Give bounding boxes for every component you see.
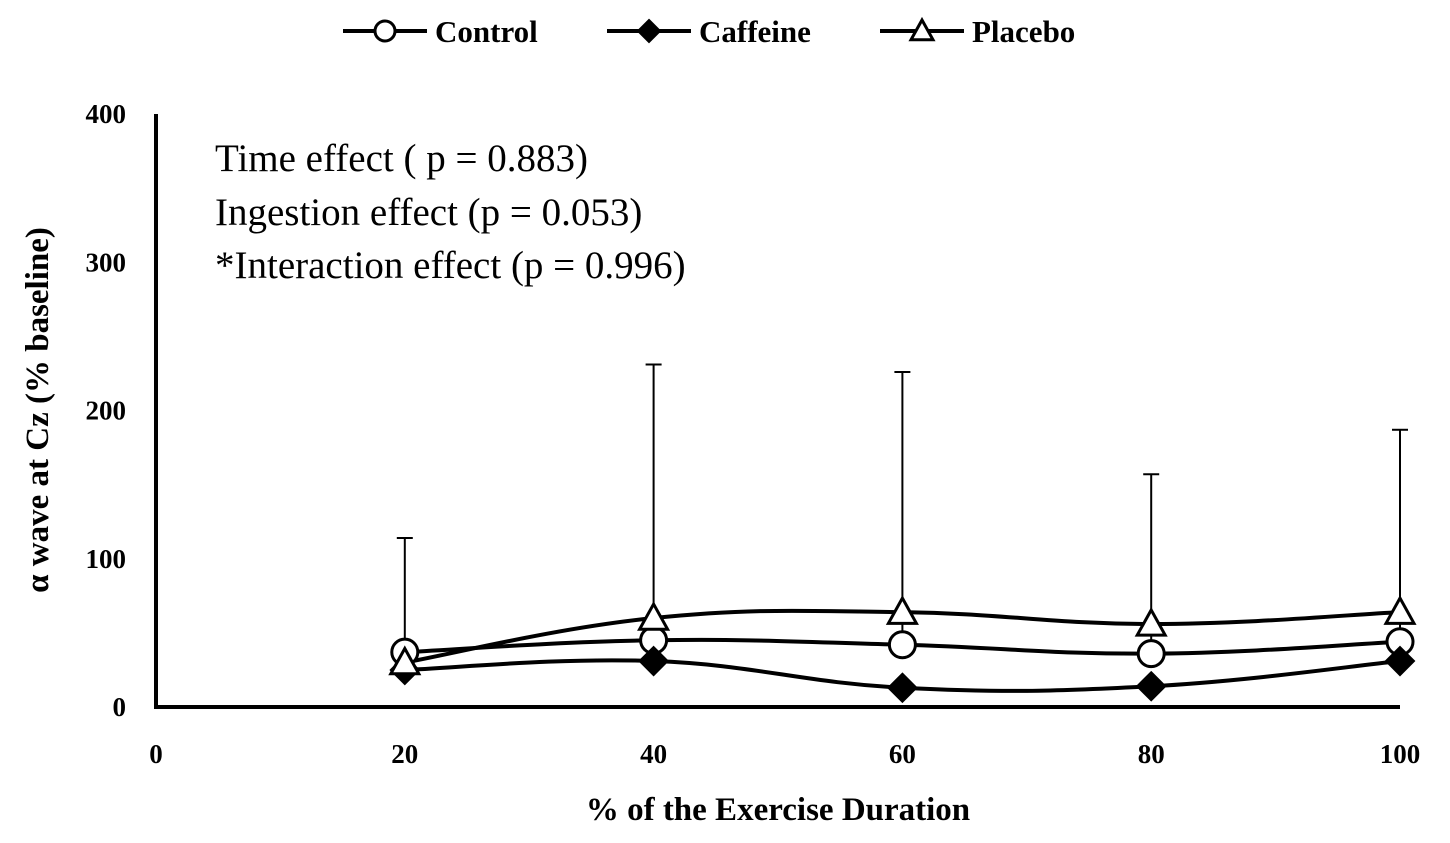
annotation-ingestion-effect: Ingestion effect (p = 0.053) [215, 191, 642, 234]
data-point-placebo [388, 645, 422, 676]
series-markers [388, 595, 1417, 704]
y-axis-label: α wave at Cz (% baseline) [20, 227, 56, 593]
x-tick-label: 40 [640, 739, 667, 769]
data-point-caffeine [886, 672, 918, 704]
data-point-caffeine [1135, 670, 1167, 702]
annotation-time-effect: Time effect ( p = 0.883) [215, 137, 588, 180]
data-point-placebo [637, 600, 671, 631]
x-tick-label: 100 [1380, 739, 1421, 769]
legend-marker-caffeine [636, 18, 662, 44]
y-tick-label: 400 [86, 99, 127, 129]
data-point-caffeine [1384, 645, 1416, 677]
x-tick-label: 60 [889, 739, 916, 769]
legend-marker-placebo [908, 16, 936, 42]
annotations: Time effect ( p = 0.883) Ingestion effec… [215, 137, 686, 287]
y-tick-label: 300 [86, 247, 127, 277]
legend-label-control: Control [435, 14, 538, 49]
y-tick-label: 200 [86, 396, 127, 426]
y-tick-label: 100 [86, 544, 127, 574]
data-point-control [887, 630, 917, 660]
data-point-placebo [885, 595, 919, 625]
x-axis-label: % of the Exercise Duration [586, 792, 970, 828]
legend-label-caffeine: Caffeine [699, 14, 811, 49]
data-point-caffeine [638, 645, 670, 677]
data-point-control [1136, 639, 1166, 669]
annotation-interaction-effect: *Interaction effect (p = 0.996) [215, 244, 686, 287]
y-tick-label: 0 [113, 692, 127, 722]
data-point-placebo [1383, 595, 1417, 625]
data-point-placebo [1134, 606, 1168, 637]
x-tick-label: 80 [1138, 739, 1165, 769]
legend-marker-control [373, 19, 397, 43]
axes: 0 100 200 300 400 0 20 40 60 80 100 [86, 99, 1421, 769]
x-tick-label: 20 [391, 739, 418, 769]
x-tick-label: 0 [149, 739, 163, 769]
legend-label-placebo: Placebo [972, 14, 1075, 49]
legend: Control Caffeine Placebo [343, 14, 1075, 49]
